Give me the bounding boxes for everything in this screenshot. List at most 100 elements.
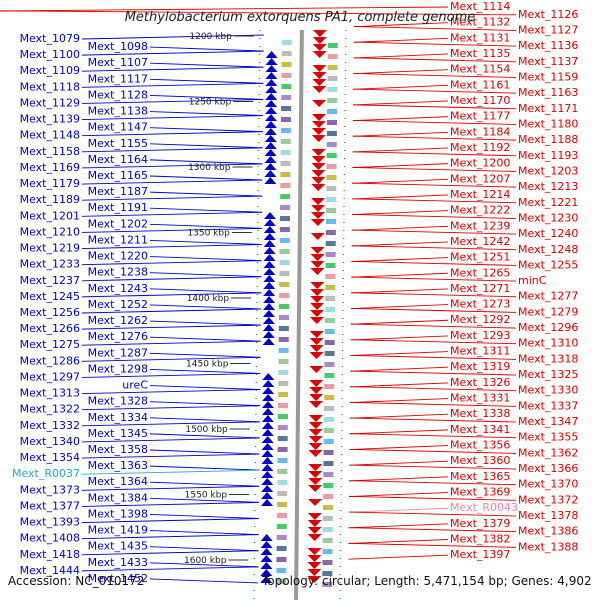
gene-label-right[interactable]: Mext_1135 bbox=[450, 47, 510, 60]
gene-label-right[interactable]: Mext_1221 bbox=[518, 196, 578, 209]
gene-label-right[interactable]: Mext_1251 bbox=[450, 251, 510, 264]
gene-label-right[interactable]: Mext_1271 bbox=[450, 282, 510, 295]
gene-label-right[interactable]: Mext_1347 bbox=[518, 415, 578, 428]
gene-label-right[interactable]: Mext_1203 bbox=[518, 164, 578, 177]
gene-label-right[interactable]: Mext_1362 bbox=[518, 446, 578, 459]
gene-label-right[interactable]: Mext_1296 bbox=[518, 321, 578, 334]
gene-label-right[interactable]: Mext_1310 bbox=[518, 337, 578, 350]
gene-label-right[interactable]: Mext_1370 bbox=[518, 478, 578, 491]
gene-label-right[interactable]: Mext_1372 bbox=[518, 493, 578, 506]
gene-label-left[interactable]: Mext_1345 bbox=[88, 427, 148, 440]
gene-label-left[interactable]: Mext_1275 bbox=[20, 338, 80, 351]
gene-label-right[interactable]: Mext_1131 bbox=[450, 31, 510, 44]
gene-label-left[interactable]: Mext_1201 bbox=[20, 209, 80, 222]
gene-label-left[interactable]: Mext_1211 bbox=[88, 233, 148, 246]
gene-label-left[interactable]: Mext_1187 bbox=[88, 185, 148, 198]
gene-label-left[interactable]: Mext_1243 bbox=[88, 282, 148, 295]
gene-label-right[interactable]: Mext_1292 bbox=[450, 313, 510, 326]
gene-label-right[interactable]: Mext_1378 bbox=[518, 509, 578, 522]
gene-label-left[interactable]: Mext_1364 bbox=[88, 475, 148, 488]
gene-label-left[interactable]: Mext_1219 bbox=[20, 242, 80, 255]
gene-label-right[interactable]: Mext_1230 bbox=[518, 211, 578, 224]
gene-label-left[interactable]: Mext_1109 bbox=[20, 64, 80, 77]
gene-label-right[interactable]: Mext_1255 bbox=[518, 258, 578, 271]
gene-label-right[interactable]: Mext_1239 bbox=[450, 219, 510, 232]
gene-label-left[interactable]: Mext_1238 bbox=[88, 266, 148, 279]
gene-label-left[interactable]: Mext_1191 bbox=[88, 201, 148, 214]
gene-label-left[interactable]: Mext_1444 bbox=[20, 564, 80, 577]
gene-label-left[interactable]: ureC bbox=[122, 379, 148, 392]
gene-label-right[interactable]: Mext_1200 bbox=[450, 157, 510, 170]
gene-label-left[interactable]: Mext_1262 bbox=[88, 314, 148, 327]
gene-label-right[interactable]: Mext_1136 bbox=[518, 39, 578, 52]
gene-label-left[interactable]: Mext_1276 bbox=[88, 330, 148, 343]
gene-label-right[interactable]: Mext_1177 bbox=[450, 110, 510, 123]
gene-label-left[interactable]: Mext_1129 bbox=[20, 96, 80, 109]
gene-label-left[interactable]: Mext_1158 bbox=[20, 145, 80, 158]
gene-label-right[interactable]: Mext_1161 bbox=[450, 78, 510, 91]
gene-label-left[interactable]: Mext_1332 bbox=[20, 419, 80, 432]
gene-label-right[interactable]: Mext_1163 bbox=[518, 86, 578, 99]
gene-label-left[interactable]: Mext_1079 bbox=[20, 32, 80, 45]
gene-label-right[interactable]: Mext_1193 bbox=[518, 149, 578, 162]
gene-label-left[interactable]: Mext_1252 bbox=[88, 298, 148, 311]
gene-label-right[interactable]: Mext_1397 bbox=[450, 548, 510, 561]
gene-label-right[interactable]: Mext_1382 bbox=[450, 533, 510, 546]
gene-label-right[interactable]: Mext_1132 bbox=[450, 16, 510, 29]
gene-label-left[interactable]: Mext_1322 bbox=[20, 403, 80, 416]
gene-label-left[interactable]: Mext_1179 bbox=[20, 177, 80, 190]
gene-label-left[interactable]: Mext_1169 bbox=[20, 161, 80, 174]
gene-label-right[interactable]: Mext_1171 bbox=[518, 102, 578, 115]
gene-label-left[interactable]: Mext_1107 bbox=[88, 56, 148, 69]
gene-label-right[interactable]: Mext_1326 bbox=[450, 376, 510, 389]
gene-label-left[interactable]: Mext_1139 bbox=[20, 113, 80, 126]
gene-label-left[interactable]: Mext_1328 bbox=[88, 395, 148, 408]
gene-label-right[interactable]: Mext_1311 bbox=[450, 345, 510, 358]
gene-label-right[interactable]: Mext_1379 bbox=[450, 517, 510, 530]
gene-label-left[interactable]: Mext_1237 bbox=[20, 274, 80, 287]
gene-label-right[interactable]: Mext_1114 bbox=[450, 0, 510, 13]
gene-label-right[interactable]: Mext_R0043 bbox=[450, 501, 518, 514]
gene-label-left[interactable]: Mext_1433 bbox=[88, 556, 148, 569]
gene-label-right[interactable]: Mext_1154 bbox=[450, 63, 510, 76]
gene-label-left[interactable]: Mext_1435 bbox=[88, 540, 148, 553]
gene-label-left[interactable]: Mext_1334 bbox=[88, 411, 148, 424]
gene-label-right[interactable]: Mext_1240 bbox=[518, 227, 578, 240]
gene-label-left[interactable]: Mext_1298 bbox=[88, 362, 148, 375]
gene-label-left[interactable]: Mext_1138 bbox=[88, 105, 148, 118]
gene-label-left[interactable]: Mext_1118 bbox=[20, 80, 80, 93]
gene-label-right[interactable]: Mext_1366 bbox=[518, 462, 578, 475]
gene-label-right[interactable]: Mext_1386 bbox=[518, 525, 578, 538]
gene-label-left[interactable]: Mext_1117 bbox=[88, 72, 148, 85]
gene-label-left[interactable]: Mext_1100 bbox=[20, 48, 80, 61]
gene-label-right[interactable]: Mext_1127 bbox=[518, 23, 578, 36]
gene-label-left[interactable]: Mext_1452 bbox=[88, 572, 148, 585]
gene-label-right[interactable]: Mext_1222 bbox=[450, 204, 510, 217]
gene-label-right[interactable]: Mext_1293 bbox=[450, 329, 510, 342]
gene-label-right[interactable]: Mext_1170 bbox=[450, 94, 510, 107]
gene-label-left[interactable]: Mext_1363 bbox=[88, 459, 148, 472]
gene-label-left[interactable]: Mext_1398 bbox=[88, 507, 148, 520]
gene-label-left[interactable]: Mext_1128 bbox=[88, 88, 148, 101]
gene-label-right[interactable]: Mext_1242 bbox=[450, 235, 510, 248]
gene-label-right[interactable]: Mext_1365 bbox=[450, 470, 510, 483]
gene-label-left[interactable]: Mext_1418 bbox=[20, 548, 80, 561]
gene-label-left[interactable]: Mext_1165 bbox=[88, 169, 148, 182]
gene-label-right[interactable]: Mext_1388 bbox=[518, 540, 578, 553]
gene-label-left[interactable]: Mext_1373 bbox=[20, 483, 80, 496]
gene-label-left[interactable]: Mext_1164 bbox=[88, 153, 148, 166]
gene-label-right[interactable]: Mext_1277 bbox=[518, 290, 578, 303]
gene-label-right[interactable]: Mext_1341 bbox=[450, 423, 510, 436]
gene-label-right[interactable]: Mext_1188 bbox=[518, 133, 578, 146]
gene-label-right[interactable]: Mext_1192 bbox=[450, 141, 510, 154]
gene-label-right[interactable]: Mext_1337 bbox=[518, 399, 578, 412]
gene-label-left[interactable]: Mext_1245 bbox=[20, 290, 80, 303]
gene-label-right[interactable]: Mext_1265 bbox=[450, 266, 510, 279]
gene-label-left[interactable]: Mext_1393 bbox=[20, 516, 80, 529]
gene-label-left[interactable]: Mext_1340 bbox=[20, 435, 80, 448]
gene-label-left[interactable]: Mext_1408 bbox=[20, 532, 80, 545]
gene-label-right[interactable]: Mext_1325 bbox=[518, 368, 578, 381]
gene-label-right[interactable]: Mext_1338 bbox=[450, 407, 510, 420]
gene-label-right[interactable]: Mext_1273 bbox=[450, 298, 510, 311]
gene-label-left[interactable]: Mext_1297 bbox=[20, 370, 80, 383]
